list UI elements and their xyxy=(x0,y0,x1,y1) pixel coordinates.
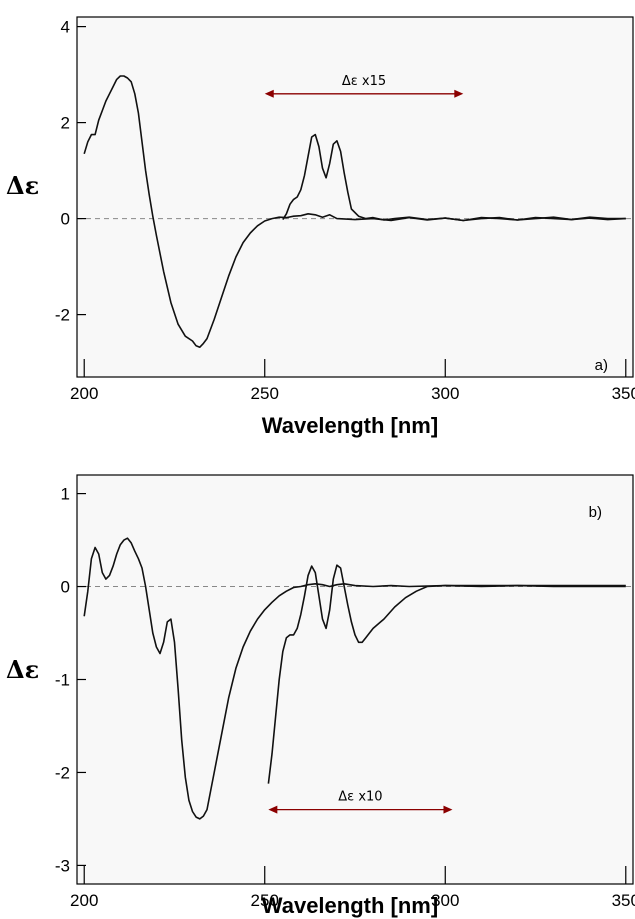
panel-b-x-axis-title: Wavelength [nm] xyxy=(262,893,438,918)
panel-a-plot-area xyxy=(76,16,634,378)
panel-b-series-2-line xyxy=(267,564,626,784)
panel-a-x-axis-title: Wavelength [nm] xyxy=(262,413,438,438)
panel-b-annotation-label: Δε x10 xyxy=(338,790,382,805)
panel-b-annotation-arrowhead-left xyxy=(268,805,278,814)
panel-b-label: b) xyxy=(589,504,602,521)
panel-b-y-tick-label: -3 xyxy=(55,856,70,875)
panel-b-plot-area xyxy=(76,474,634,885)
panel-a-y-tick-label: 4 xyxy=(61,18,70,37)
panel-a-x-tick-label: 300 xyxy=(431,384,459,403)
panel-b-x-tick-label: 300 xyxy=(431,891,459,910)
panel-a-y-tick-label: 0 xyxy=(61,210,70,229)
panel-b-series-1-line xyxy=(83,537,626,820)
panel-a-y-axis-title: Δε xyxy=(6,171,39,200)
panel-a-x-tick-label: 200 xyxy=(70,384,98,403)
panel-a-chart: 200 250 300 350 -2 0 2 4 Δε x15 a) Wavelength [… xyxy=(6,16,635,438)
panel-a-annotation-label: Δε x15 xyxy=(342,74,386,89)
panel-b-y-tick-label: 0 xyxy=(61,578,70,597)
panel-a-y-tick-label: -2 xyxy=(55,306,70,325)
panel-a-annotation-arrowhead-left xyxy=(264,89,274,98)
panel-b-annotation-arrowhead-right xyxy=(443,805,453,814)
panel-a-label: a) xyxy=(595,357,608,374)
panel-b-y-tick-label: 1 xyxy=(61,485,70,504)
panel-b-x-tick-label: 350 xyxy=(612,891,635,910)
panel-b-chart: 200 250 300 350 -3 -2 -1 0 1 Δε x10 b) Wavelengt… xyxy=(6,474,635,918)
panel-b-y-tick-label: -2 xyxy=(55,763,70,782)
panel-b-y-axis-title: Δε xyxy=(6,655,39,684)
panel-a-x-tick-label: 250 xyxy=(251,384,279,403)
panel-b-y-tick-label: -1 xyxy=(55,671,70,690)
panel-a-x-tick-label: 350 xyxy=(612,384,635,403)
panel-a-y-tick-label: 2 xyxy=(61,114,70,133)
panel-a-series-2-line xyxy=(282,133,626,222)
panel-a-annotation-arrowhead-right xyxy=(454,89,464,98)
panel-b-x-tick-label: 200 xyxy=(70,891,98,910)
panel-b-x-tick-label: 250 xyxy=(251,891,279,910)
